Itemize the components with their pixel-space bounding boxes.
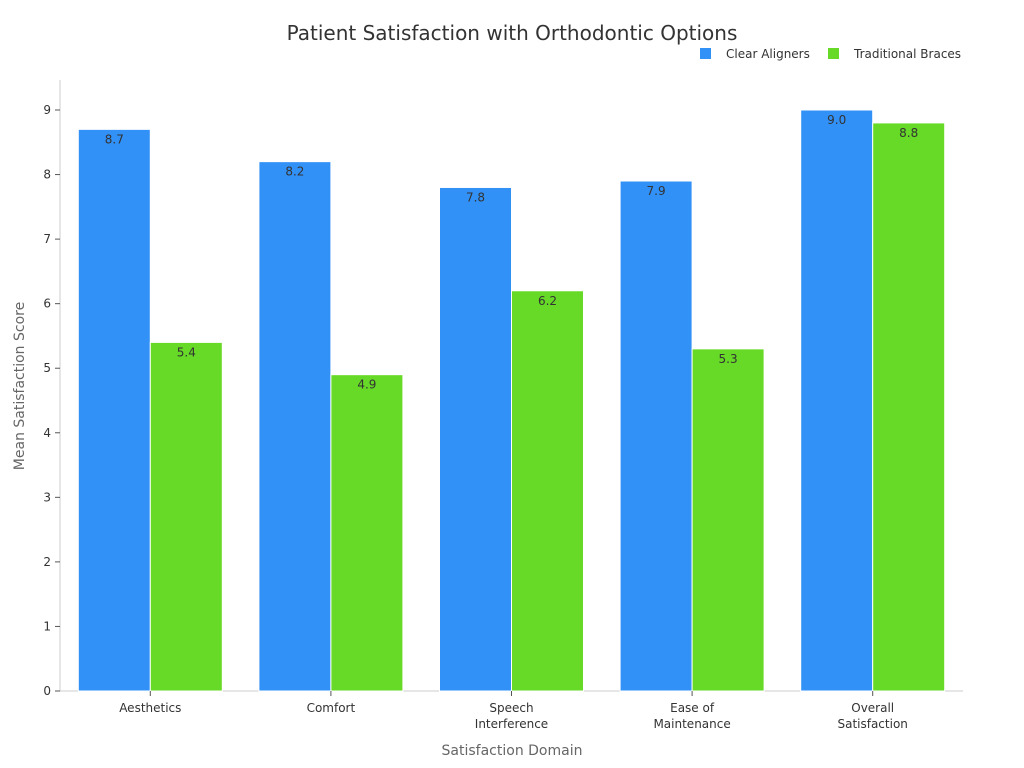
data-label: 7.8: [466, 190, 485, 204]
data-label: 5.3: [719, 352, 738, 366]
data-label: 8.2: [285, 165, 304, 179]
bar-clear-aligners: [77, 128, 151, 692]
data-label: 8.8: [899, 126, 918, 140]
y-tick-label: 6: [43, 297, 51, 311]
data-label: 6.2: [538, 294, 557, 308]
y-axis-label: Mean Satisfaction Score: [12, 302, 28, 470]
y-tick-label: 1: [43, 619, 51, 633]
x-tick-label: Ease of: [670, 701, 715, 715]
y-tick-label: 7: [43, 232, 51, 246]
y-tick-label: 8: [43, 168, 51, 182]
bar-clear-aligners: [439, 186, 512, 692]
data-label: 5.4: [177, 345, 196, 359]
legend-swatch: [700, 48, 711, 59]
bar-clear-aligners: [619, 180, 693, 692]
y-tick-label: 5: [43, 361, 51, 375]
data-label: 7.9: [647, 184, 666, 198]
legend-swatch: [828, 48, 839, 59]
bar-traditional-braces: [872, 122, 946, 692]
x-tick-label: Comfort: [307, 701, 356, 715]
x-tick-label: Satisfaction: [837, 717, 907, 731]
x-tick-label: Maintenance: [653, 717, 730, 731]
bar-traditional-braces: [691, 348, 765, 692]
y-tick-label: 0: [43, 684, 51, 698]
bar-clear-aligners: [800, 109, 874, 692]
data-label: 9.0: [827, 113, 846, 127]
y-tick-label: 3: [43, 490, 51, 504]
bar-traditional-braces: [511, 290, 584, 692]
bar-clear-aligners: [258, 161, 332, 692]
y-tick-label: 4: [43, 426, 51, 440]
x-axis-label: Satisfaction Domain: [442, 743, 583, 759]
bar-traditional-braces: [149, 341, 223, 692]
chart-title: Patient Satisfaction with Orthodontic Op…: [287, 21, 738, 45]
x-tick-label: Speech: [489, 701, 533, 715]
data-label: 8.7: [105, 132, 124, 146]
x-tick-label: Aesthetics: [119, 701, 181, 715]
legend-label: Clear Aligners: [726, 47, 810, 61]
bar-traditional-braces: [330, 374, 404, 692]
y-tick-label: 2: [43, 555, 51, 569]
x-tick-label: Overall: [851, 701, 894, 715]
y-tick-label: 9: [43, 103, 51, 117]
x-tick-label: Interference: [475, 717, 548, 731]
data-label: 4.9: [357, 378, 376, 392]
legend-label: Traditional Braces: [853, 47, 961, 61]
